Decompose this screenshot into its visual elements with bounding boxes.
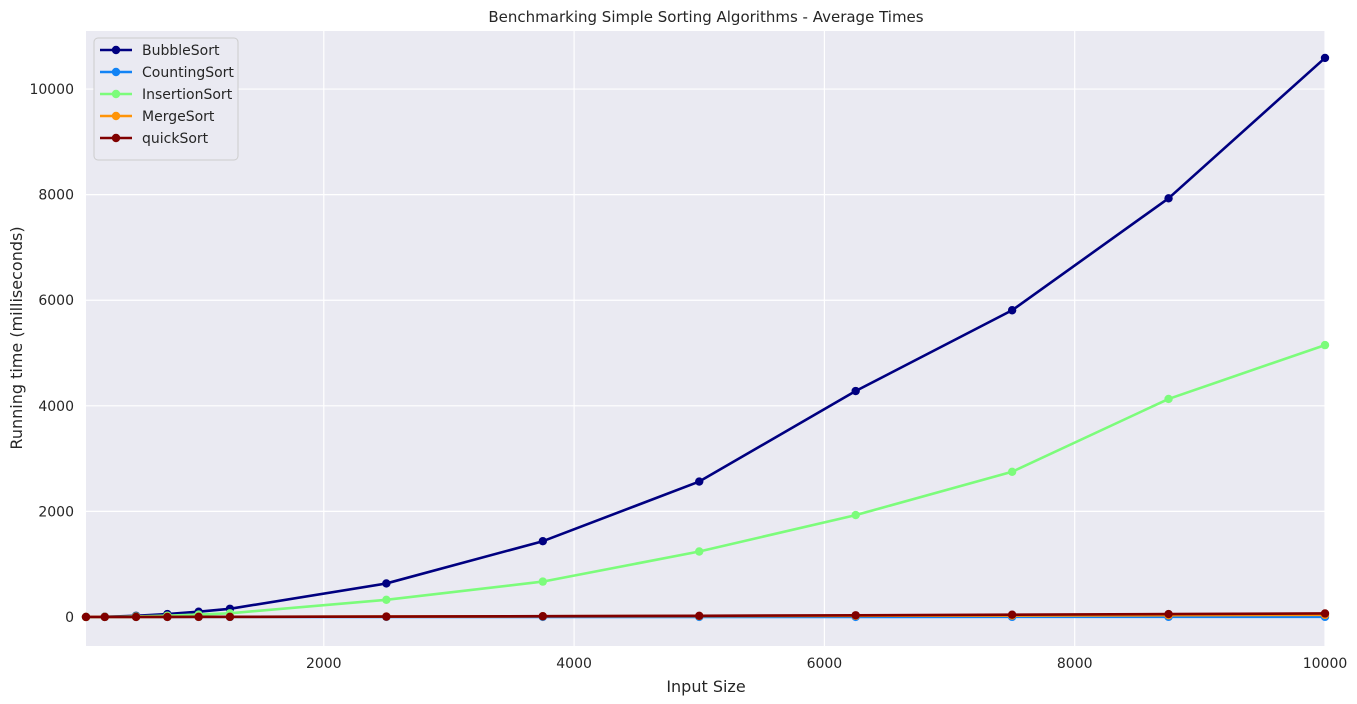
y-tick-label: 0 <box>65 610 74 626</box>
x-tick-label: 8000 <box>1057 656 1093 672</box>
y-axis-label: Running time (milliseconds) <box>7 226 26 449</box>
legend-marker-quicksort <box>111 133 121 143</box>
x-tick-label: 6000 <box>807 656 843 672</box>
data-point-quicksort <box>81 612 91 622</box>
x-axis-label: Input Size <box>666 677 745 696</box>
legend: BubbleSort CountingSort InsertionSort Merge… <box>93 37 239 161</box>
data-point-quicksort <box>851 611 860 620</box>
data-point-quicksort <box>538 612 547 621</box>
legend-entry-quicksort: quickSort <box>100 131 209 147</box>
x-tick-label: 4000 <box>556 656 592 672</box>
y-tick-label: 2000 <box>38 504 74 520</box>
legend-label-countingsort: CountingSort <box>142 65 234 81</box>
legend-label-insertionsort: InsertionSort <box>142 87 233 103</box>
data-point-quicksort <box>382 612 391 621</box>
series-lines <box>81 53 1330 622</box>
data-point-quicksort <box>1164 609 1173 619</box>
legend-label-mergesort: MergeSort <box>142 109 215 125</box>
y-tick-label: 6000 <box>38 293 74 309</box>
data-point-insertionsort <box>382 595 391 605</box>
legend-box <box>93 37 239 161</box>
data-point-bubblesort <box>538 537 547 546</box>
legend-marker-insertionsort <box>111 89 121 99</box>
data-point-bubblesort <box>1164 194 1173 203</box>
series-quicksort <box>81 609 1330 622</box>
data-point-quicksort <box>695 611 704 620</box>
data-point-quicksort <box>100 612 109 622</box>
data-point-insertionsort <box>851 510 860 520</box>
data-point-bubblesort <box>382 579 391 588</box>
data-point-insertionsort <box>1007 467 1017 476</box>
data-point-quicksort <box>225 612 235 622</box>
legend-entry-insertionsort: InsertionSort <box>100 87 233 103</box>
legend-entry-mergesort: MergeSort <box>100 109 215 125</box>
data-point-bubblesort <box>695 477 704 486</box>
legend-marker-countingsort <box>111 67 121 77</box>
data-point-bubblesort <box>851 386 860 396</box>
y-tick-label: 4000 <box>38 399 74 415</box>
data-point-quicksort <box>163 612 172 622</box>
tick-labels: 2000 4000 6000 8000 10000 0 2000 4000 6000 8000 10… <box>29 82 1347 672</box>
gridlines <box>86 31 1326 646</box>
y-tick-label: 8000 <box>38 188 74 204</box>
data-point-quicksort <box>1320 609 1330 618</box>
data-point-insertionsort <box>1164 394 1173 404</box>
y-tick-label: 10000 <box>29 82 74 98</box>
x-tick-label: 10000 <box>1303 656 1348 672</box>
legend-label-bubblesort: BubbleSort <box>142 43 220 59</box>
legend-entry-countingsort: CountingSort <box>100 65 234 81</box>
data-point-bubblesort <box>1320 53 1330 63</box>
chart-title: Benchmarking Simple Sorting Algorithms -… <box>488 8 923 26</box>
data-point-quicksort <box>1007 610 1017 619</box>
legend-label-quicksort: quickSort <box>142 131 209 147</box>
data-point-quicksort <box>194 612 203 622</box>
legend-marker-mergesort <box>111 111 121 121</box>
legend-entry-bubblesort: BubbleSort <box>100 43 220 59</box>
x-tick-label: 2000 <box>306 656 342 672</box>
data-point-insertionsort <box>1320 340 1330 350</box>
data-point-insertionsort <box>695 547 704 556</box>
legend-marker-bubblesort <box>111 45 121 55</box>
data-point-insertionsort <box>538 577 547 586</box>
data-point-bubblesort <box>1007 306 1017 315</box>
plot-area <box>86 31 1325 646</box>
data-point-quicksort <box>131 612 141 622</box>
